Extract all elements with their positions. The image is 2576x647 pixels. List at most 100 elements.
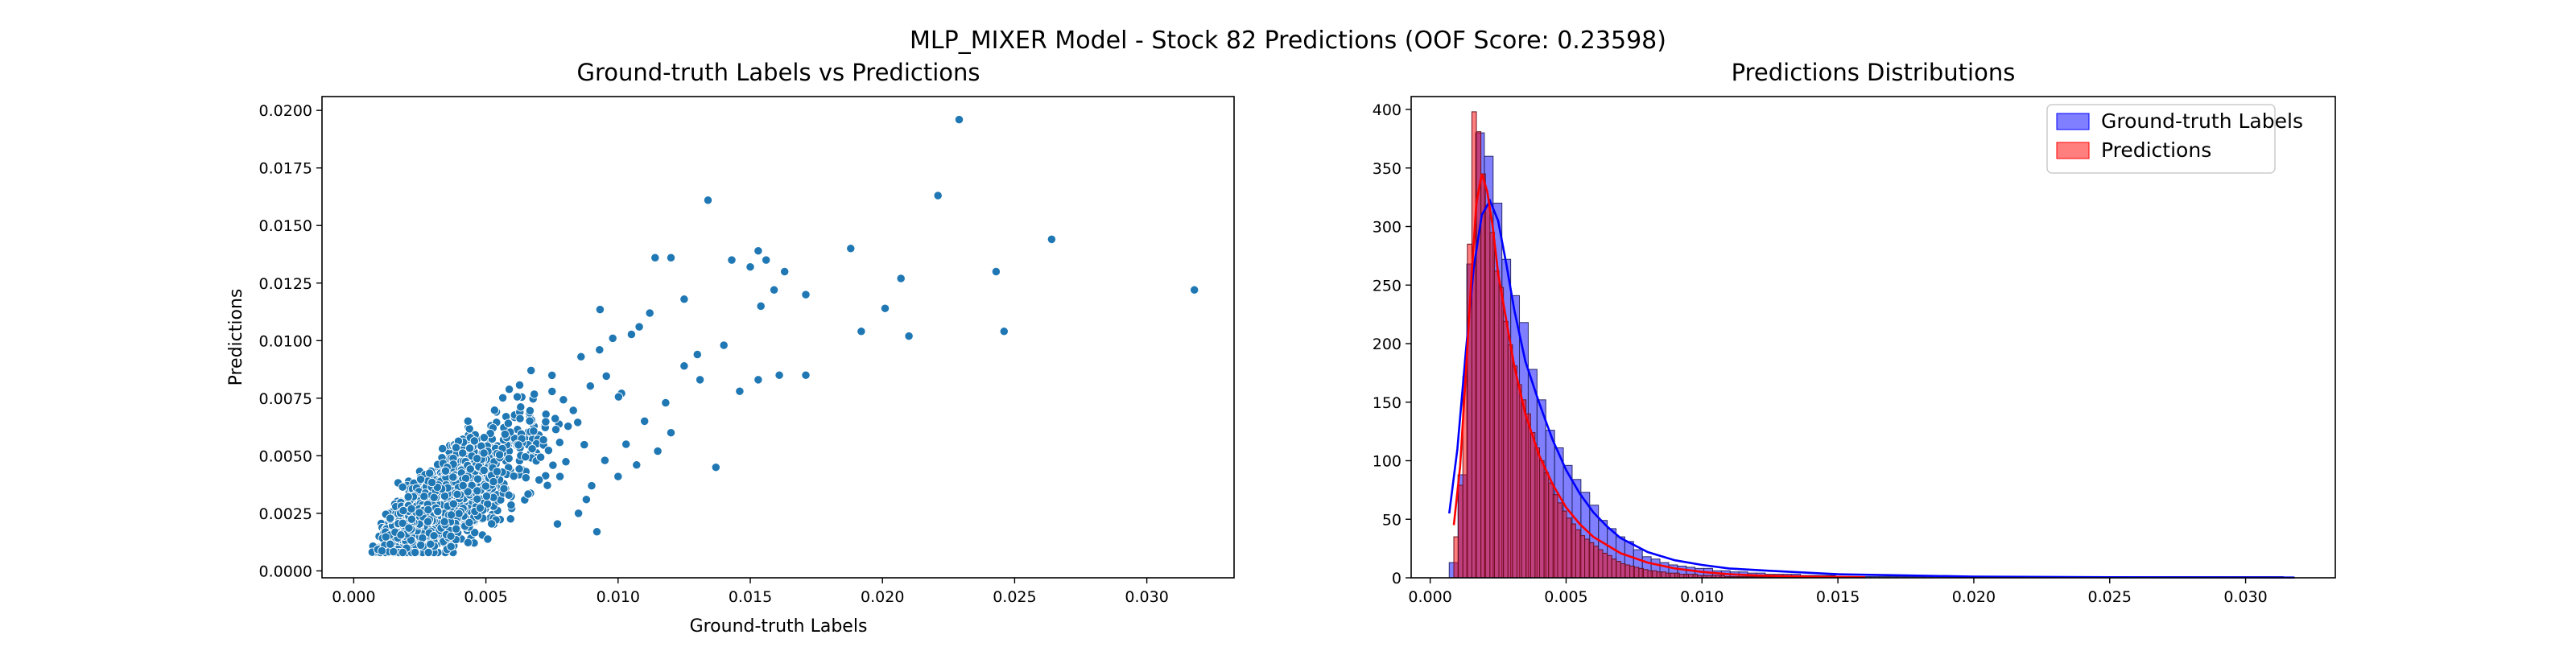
scatter-point [485, 428, 495, 439]
histogram-bar [1498, 286, 1505, 579]
scatter-point [440, 466, 451, 476]
histogram-x-tick-label: 0.010 [1680, 588, 1724, 606]
kde-curve-ground-truth [1448, 198, 2295, 579]
histogram-bar [1616, 561, 1621, 579]
scatter-point [514, 440, 523, 450]
kde-curve-predictions [1452, 173, 1865, 579]
histogram-y-tick-label: 50 [1382, 511, 1402, 529]
scatter-point [991, 266, 1001, 277]
scatter-point [661, 398, 671, 408]
histogram-y-tick-label: 100 [1373, 453, 1402, 471]
scatter-point [398, 505, 408, 516]
scatter-point [523, 489, 533, 499]
scatter-x-tick-label: 0.025 [993, 588, 1036, 606]
scatter-y-tick-label: 0.0025 [259, 505, 312, 523]
histogram-x-axis: 0.000 0.005 0.010 0.015 0.020 0.025 0.030 [1408, 578, 2268, 606]
scatter-point [469, 436, 479, 446]
scatter-point [487, 519, 497, 529]
scatter-point [514, 464, 524, 474]
scatter-point [525, 406, 535, 416]
scatter-x-tick-label: 0.020 [861, 588, 904, 606]
scatter-x-tick-label: 0.030 [1125, 588, 1168, 606]
histogram-x-tick-label: 0.025 [2088, 588, 2132, 606]
scatter-point [398, 547, 407, 558]
histogram-bar [1471, 111, 1477, 579]
histogram-bar [1661, 571, 1666, 579]
scatter-point [539, 435, 548, 445]
scatter-point [774, 370, 784, 380]
histogram-bar [1665, 572, 1671, 579]
scatter-point [512, 392, 522, 402]
scatter-point [419, 492, 429, 501]
scatter-point [692, 349, 702, 360]
scatter-point [626, 329, 637, 340]
figure-suptitle: MLP_MIXER Model - Stock 82 Predictions (… [910, 27, 1666, 55]
scatter-point [551, 425, 561, 435]
scatter-point [530, 389, 539, 399]
histogram-bar [1652, 570, 1657, 579]
scatter-point [650, 253, 660, 262]
scatter-point [547, 386, 557, 397]
histogram-bar [1566, 517, 1572, 579]
histogram-bar [1607, 554, 1612, 579]
scatter-point [475, 503, 485, 513]
histogram-axes-frame [1410, 96, 2336, 579]
scatter-points [367, 114, 1199, 558]
scatter-point [410, 547, 420, 558]
scatter-point [515, 414, 525, 423]
scatter-point [458, 448, 468, 458]
scatter-point [640, 416, 650, 427]
scatter-point [846, 244, 856, 253]
histogram-y-tick-label: 150 [1373, 394, 1402, 412]
scatter-point [494, 450, 505, 459]
scatter-point [999, 327, 1009, 336]
scatter-axes-frame [321, 96, 1235, 579]
histogram-y-tick-label: 250 [1373, 277, 1402, 295]
scatter-point [634, 322, 644, 332]
scatter-point [896, 274, 906, 283]
scatter-point [521, 473, 530, 483]
histogram-y-tick-label: 200 [1373, 336, 1402, 353]
scatter-point [780, 266, 790, 277]
scatter-point [473, 474, 483, 484]
histogram-bar [1484, 204, 1491, 579]
scatter-point [451, 443, 461, 452]
scatter-point [452, 489, 462, 499]
scatter-point [645, 308, 654, 318]
histogram-bar [1575, 529, 1581, 579]
legend-swatch-ground-truth [2056, 113, 2090, 130]
scatter-point [529, 426, 539, 436]
histogram-panel: Predictions Distributions 0.000 0.005 0.01… [1373, 59, 2336, 606]
scatter-point [448, 472, 458, 482]
histogram-bar [1642, 569, 1649, 579]
histogram-x-tick-label: 0.030 [2223, 588, 2267, 606]
histogram-kde-curves [1448, 173, 2295, 579]
scatter-point [479, 448, 489, 458]
scatter-point [489, 406, 500, 415]
scatter-point [438, 443, 448, 454]
histogram-x-tick-label: 0.015 [1816, 588, 1860, 606]
scatter-point [695, 375, 705, 385]
scatter-point [377, 546, 387, 556]
scatter-point [429, 492, 439, 502]
scatter-point [472, 454, 482, 464]
scatter-point [954, 114, 964, 125]
scatter-point [396, 530, 406, 540]
scatter-point [499, 484, 509, 494]
scatter-point [543, 480, 552, 490]
scatter-point [547, 370, 557, 381]
scatter-point [727, 255, 737, 265]
scatter-x-axis: 0.000 0.005 0.010 0.015 0.020 0.025 0.030 [332, 578, 1169, 606]
scatter-point [613, 472, 623, 481]
scatter-point [933, 191, 943, 200]
scatter-point [446, 542, 456, 551]
scatter-point [745, 262, 755, 272]
scatter-point [398, 518, 407, 528]
scatter-point [406, 535, 416, 545]
scatter-point [454, 509, 464, 518]
scatter-point [551, 414, 560, 423]
scatter-point [427, 477, 437, 488]
scatter-y-axis: 0.0000 0.0025 0.0050 0.0075 0.0100 0.0125 0.01… [259, 102, 322, 580]
scatter-point [446, 510, 456, 520]
scatter-point [632, 460, 642, 470]
